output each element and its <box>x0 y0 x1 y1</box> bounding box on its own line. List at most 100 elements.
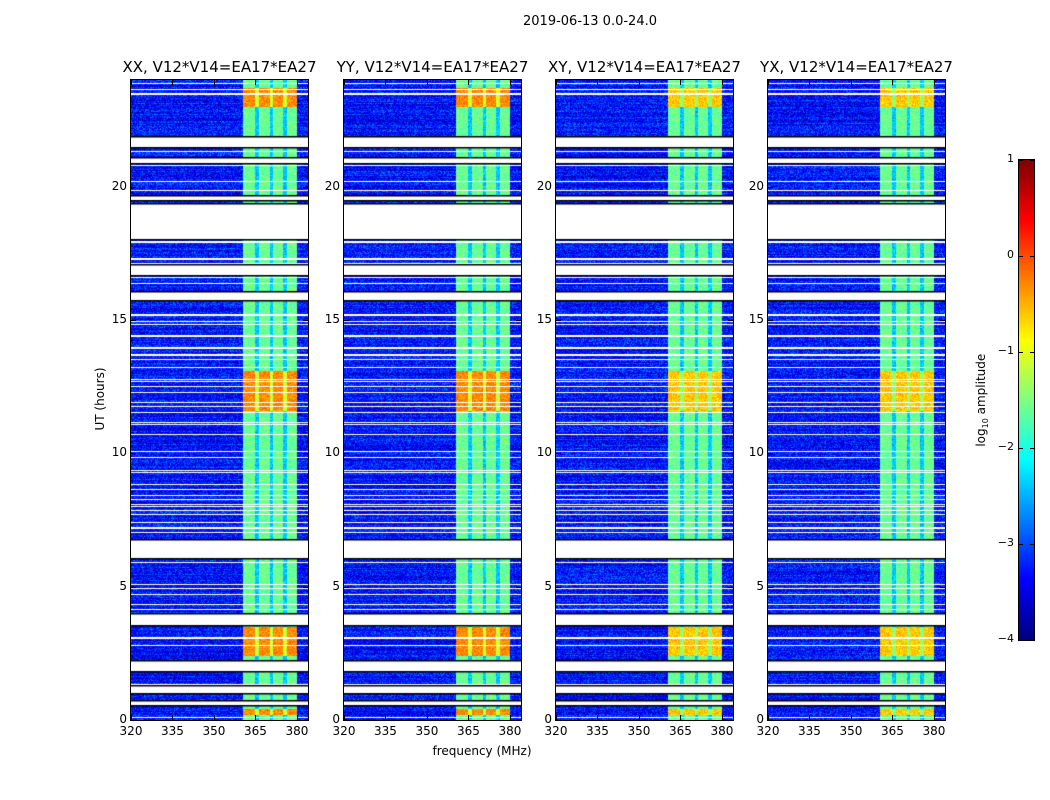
x-tick-label: 335 <box>798 724 821 738</box>
y-tick-mark <box>344 453 349 455</box>
x-tick-mark <box>768 80 769 85</box>
x-tick-mark <box>721 80 723 85</box>
x-tick-label: 320 <box>756 724 780 738</box>
colorbar-tick-mark <box>1019 544 1023 545</box>
y-tick-label: 15 <box>111 312 127 326</box>
colorbar-tick-mark <box>1019 160 1023 161</box>
y-tick-mark <box>344 720 349 721</box>
y-tick-mark <box>728 453 733 455</box>
y-tick-label: 20 <box>536 178 552 193</box>
x-tick-mark <box>933 715 935 720</box>
y-tick-label: 10 <box>536 445 552 460</box>
y-tick-mark <box>303 320 308 321</box>
y-tick-mark <box>131 586 136 588</box>
x-tick-mark <box>172 715 174 720</box>
x-tick-mark <box>892 80 894 85</box>
x-tick-mark <box>721 715 723 720</box>
y-tick-mark <box>768 320 773 321</box>
x-tick-label: 350 <box>839 724 863 738</box>
colorbar-tick-mark <box>1030 448 1034 449</box>
x-tick-mark <box>344 715 345 720</box>
y-tick-label: 5 <box>756 578 764 593</box>
y-tick-mark <box>556 453 561 455</box>
x-tick-mark <box>809 715 811 720</box>
colorbar-tick-label: −1 <box>997 344 1014 357</box>
y-tick-mark <box>344 586 349 588</box>
heatmap-image <box>768 80 945 720</box>
x-tick-mark <box>213 715 215 720</box>
y-tick-label: 20 <box>324 178 340 193</box>
x-tick-label: 335 <box>161 724 184 738</box>
y-tick-mark <box>303 453 308 455</box>
x-tick-mark <box>255 715 257 720</box>
colorbar-tick-mark <box>1030 352 1034 353</box>
x-tick-label: 365 <box>881 724 904 738</box>
y-tick-label: 15 <box>324 312 340 326</box>
colorbar-gradient <box>1019 160 1034 640</box>
colorbar-tick-mark <box>1019 448 1023 449</box>
x-tick-label: 380 <box>710 724 734 738</box>
y-tick-label: 5 <box>119 578 127 593</box>
x-tick-mark <box>809 80 811 85</box>
y-tick-mark <box>344 320 349 321</box>
x-tick-label: 380 <box>285 724 309 738</box>
x-tick-mark <box>509 80 511 85</box>
colorbar-tick-label: −2 <box>997 440 1014 453</box>
figure-title: 2019-06-13 0.0-24.0 <box>523 14 657 29</box>
heatmap-image <box>131 80 308 720</box>
y-tick-mark <box>516 186 521 188</box>
x-tick-mark <box>426 715 428 720</box>
y-tick-label: 10 <box>111 445 127 460</box>
x-tick-mark <box>385 715 387 720</box>
x-tick-mark <box>768 715 769 720</box>
heatmap-panel-xx <box>130 79 309 721</box>
y-tick-mark <box>516 453 521 455</box>
panel-title: YY, V12*V14=EA17*EA27 <box>336 58 529 76</box>
y-tick-mark <box>768 453 773 455</box>
x-tick-label: 380 <box>922 724 946 738</box>
x-tick-mark <box>213 80 215 85</box>
colorbar-tick-mark <box>1019 256 1023 257</box>
x-tick-mark <box>597 715 599 720</box>
x-tick-label: 365 <box>457 724 480 738</box>
x-tick-mark <box>933 80 935 85</box>
x-tick-mark <box>131 715 132 720</box>
y-tick-mark <box>940 186 945 188</box>
x-tick-mark <box>680 715 682 720</box>
colorbar-tick-mark <box>1030 640 1034 641</box>
x-tick-mark <box>638 715 640 720</box>
y-tick-mark <box>516 586 521 588</box>
panel-title: XY, V12*V14=EA17*EA27 <box>548 58 741 76</box>
y-tick-label: 0 <box>544 712 552 726</box>
colorbar-tick-mark <box>1030 256 1034 257</box>
y-tick-mark <box>131 186 136 188</box>
y-tick-label: 15 <box>748 312 764 326</box>
y-tick-mark <box>303 720 308 721</box>
y-tick-label: 15 <box>536 312 552 326</box>
y-tick-label: 0 <box>332 712 340 726</box>
y-tick-label: 5 <box>332 578 340 593</box>
y-tick-mark <box>344 186 349 188</box>
x-tick-mark <box>296 715 298 720</box>
y-tick-mark <box>556 720 561 721</box>
x-tick-mark <box>131 80 132 85</box>
y-tick-label: 20 <box>111 178 127 193</box>
colorbar-tick-mark <box>1030 544 1034 545</box>
y-tick-label: 0 <box>756 712 764 726</box>
y-tick-label: 0 <box>119 712 127 726</box>
y-tick-mark <box>728 586 733 588</box>
x-tick-mark <box>556 80 557 85</box>
y-tick-mark <box>940 453 945 455</box>
colorbar-tick-label: −3 <box>997 536 1014 549</box>
x-tick-mark <box>892 715 894 720</box>
x-tick-mark <box>255 80 257 85</box>
x-tick-label: 350 <box>415 724 439 738</box>
x-tick-mark <box>680 80 682 85</box>
y-tick-mark <box>131 453 136 455</box>
x-tick-label: 365 <box>244 724 267 738</box>
y-tick-mark <box>940 320 945 321</box>
y-tick-label: 10 <box>324 445 340 460</box>
x-tick-label: 350 <box>627 724 651 738</box>
y-tick-mark <box>131 320 136 321</box>
y-tick-mark <box>768 186 773 188</box>
